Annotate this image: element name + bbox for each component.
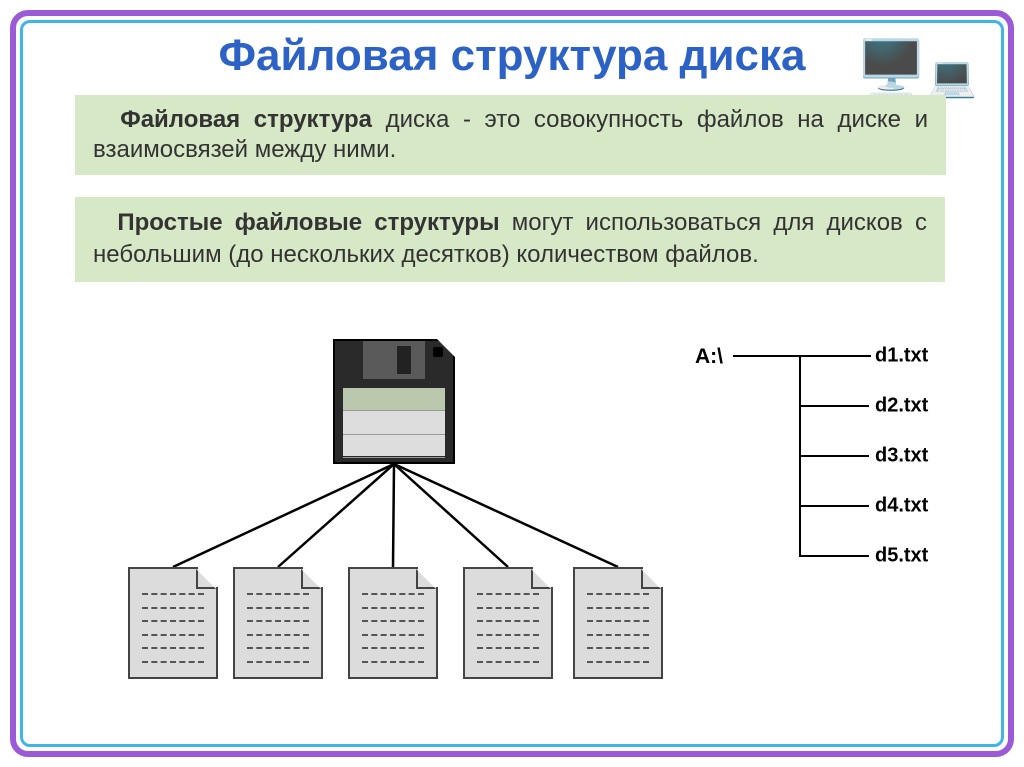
file-tree: A:\ d1.txt d2.txt d3.txt d4.txt d5.txt [695,345,945,585]
tree-file-label: d2.txt [875,395,928,418]
floppy-disk-icon [333,339,455,464]
structure-diagram [103,339,703,719]
connector-line [394,464,618,567]
page-title: Файловая структура диска [23,31,1001,81]
connector-line [394,464,508,567]
connector-line [173,464,394,567]
def2-bold: Простые файловые структуры [117,209,499,236]
connector-line [393,464,394,567]
tree-hline [799,455,869,457]
definition-box-1: Файловая структура диска - это совокупно… [75,95,946,175]
tree-hline [799,405,869,407]
drive-label: A:\ [695,345,723,369]
connector-line [278,464,394,567]
tree-hline-root [733,355,871,357]
tree-hline [799,505,869,507]
document-icon [348,567,438,679]
tree-file-label: d4.txt [875,495,928,518]
slide-frame: 🖥️💻 Файловая структура диска Файловая ст… [0,0,1024,767]
inner-border: 🖥️💻 Файловая структура диска Файловая ст… [20,20,1004,747]
document-icon [128,567,218,679]
tree-file-label: d1.txt [875,345,928,368]
tree-file-label: d3.txt [875,445,928,468]
tree-file-label: d5.txt [875,545,928,568]
document-icon [233,567,323,679]
document-icon [463,567,553,679]
definition-box-2: Простые файловые структуры могут использ… [75,197,945,282]
document-icon [573,567,663,679]
tree-hline [799,555,869,557]
def1-bold: Файловая структура [120,106,372,133]
